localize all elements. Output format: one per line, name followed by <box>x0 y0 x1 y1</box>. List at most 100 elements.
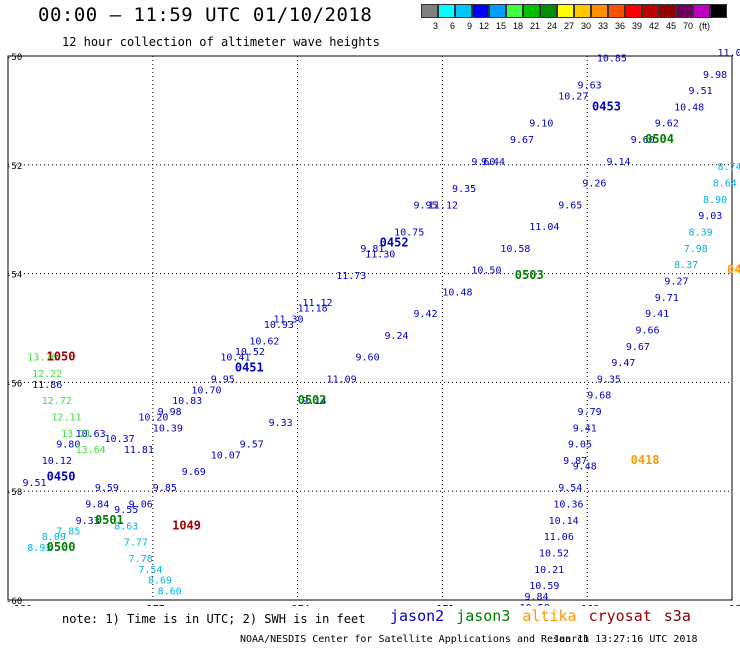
data-point-label: 10.20 <box>138 412 168 423</box>
data-point-label: 9.10 <box>529 119 553 130</box>
data-point-label: 9.65 <box>558 200 582 211</box>
data-point-label: 7.78 <box>129 554 153 565</box>
y-tick-label: -56 <box>6 379 22 389</box>
legend-swatch <box>608 4 625 18</box>
footer-timestamp: Jan 11 13:27:16 UTC 2018 <box>553 634 698 645</box>
data-point-label: 11.01 <box>718 48 740 59</box>
data-point-label: 11.73 <box>336 271 366 282</box>
data-point-label: 9.48 <box>573 461 597 472</box>
y-tick-label: -58 <box>6 488 22 498</box>
legend-swatch <box>455 4 472 18</box>
track-time-label: 1049 <box>172 518 201 532</box>
data-point-label: 9.68 <box>587 391 611 402</box>
data-point-label: 10.41 <box>220 353 250 364</box>
data-point-label: 13.21 <box>61 429 91 440</box>
data-point-label: 9.98 <box>158 407 182 418</box>
track-time-label: 0452 <box>380 235 409 249</box>
color-scale-labels: 3 6 9 12 15 18 21 24 27 30 33 36 39 42 45 70 (ft) <box>421 21 710 31</box>
x-tick-label: -180 <box>8 604 32 606</box>
legend-swatch <box>574 4 591 18</box>
legend-swatch <box>506 4 523 18</box>
data-point-label: 9.24 <box>384 331 408 342</box>
data-point-label: 10.52 <box>235 347 265 358</box>
legend-swatch <box>523 4 540 18</box>
data-point-label: 9.03 <box>698 211 722 222</box>
data-point-label: 9.35 <box>452 184 476 195</box>
data-point-label: 9.67 <box>510 135 534 146</box>
data-point-label: 7.77 <box>124 538 148 549</box>
data-point-label: 8.63 <box>114 521 138 532</box>
data-point-label: 10.07 <box>211 451 241 462</box>
legend-label: 33 <box>597 21 608 31</box>
data-point-label: 9.69 <box>182 467 206 478</box>
data-point-label: 8.39 <box>689 228 713 239</box>
legend-label: 6 <box>449 21 455 31</box>
data-point-label: 11.18 <box>298 304 328 315</box>
legend-label: 21 <box>529 21 540 31</box>
data-point-label: 9.33 <box>76 516 100 527</box>
satellite-legend-entry: s3a <box>663 607 691 625</box>
data-point-label: 8.60 <box>158 587 182 598</box>
legend-swatch <box>557 4 574 18</box>
data-point-label: 9.27 <box>664 276 688 287</box>
data-point-label: 11.06 <box>544 532 574 543</box>
track-time-label: 0500 <box>47 540 76 554</box>
data-point-label: 12.72 <box>42 396 72 407</box>
legend-label: 12 <box>478 21 489 31</box>
data-point-label: 9.60 <box>356 353 380 364</box>
data-point-label: 10.58 <box>520 603 550 606</box>
data-point-label: 10.93 <box>264 320 294 331</box>
legend-swatch <box>591 4 608 18</box>
data-point-label: 9.62 <box>655 119 679 130</box>
data-point-label: 9.80 <box>56 440 80 451</box>
legend-swatch <box>438 4 455 18</box>
data-point-label: 10.27 <box>558 92 588 103</box>
data-point-label: 9.95 <box>211 374 235 385</box>
track-time-label: 0450 <box>47 469 76 483</box>
data-point-label: 10.48 <box>442 287 472 298</box>
legend-label: 9 <box>466 21 472 31</box>
data-point-label: 9.06 <box>129 500 153 511</box>
legend-label: 70 <box>682 21 693 31</box>
legend-label: (ft) <box>699 21 710 31</box>
data-point-label: 9.84 <box>524 592 548 603</box>
data-point-label: 10.83 <box>172 396 202 407</box>
data-point-label: 12.22 <box>32 369 62 380</box>
data-point-label: 11.12 <box>428 200 458 211</box>
legend-swatch <box>625 4 642 18</box>
data-point-label: 7.54 <box>138 565 162 576</box>
data-point-label: 9.95 <box>413 200 437 211</box>
track-time-label: 0504 <box>645 132 674 146</box>
legend-swatch <box>659 4 676 18</box>
data-point-label: 8.90 <box>703 195 727 206</box>
legend-swatch <box>421 4 438 18</box>
satellite-legend-entry: jason2 <box>390 607 445 625</box>
legend-label: 27 <box>563 21 574 31</box>
legend-label: 3 <box>432 21 438 31</box>
data-point-label: 10.37 <box>105 434 135 445</box>
data-point-label: 10.36 <box>553 500 583 511</box>
data-point-label: 9.47 <box>611 358 635 369</box>
data-point-label: 9.51 <box>689 86 713 97</box>
data-point-label: 11.30 <box>273 315 303 326</box>
data-point-label: 10.50 <box>471 266 501 277</box>
track-time-label: 0501 <box>95 513 124 527</box>
data-point-label: 9.44 <box>481 157 505 168</box>
x-tick-label: -177 <box>141 604 165 606</box>
x-tick-label: -174 <box>286 604 310 606</box>
data-point-label: 13.76 <box>27 353 57 364</box>
data-point-label: 8.93 <box>27 543 51 554</box>
track-time-label: 0453 <box>592 99 621 113</box>
x-tick-label: -168 <box>575 604 599 606</box>
data-point-label: 7.85 <box>56 527 80 538</box>
data-point-label: 8.37 <box>674 260 698 271</box>
color-scale-legend <box>421 4 727 18</box>
data-point-label: 10.85 <box>597 53 627 64</box>
y-tick-label: -50 <box>6 53 22 63</box>
data-point-label: 9.81 <box>360 244 384 255</box>
legend-swatch <box>710 4 727 18</box>
legend-swatch <box>472 4 489 18</box>
wave-height-chart: -180 -177 -174 -171 -168 -16 -50 -52 -54 -56 -58 -6… <box>6 48 740 606</box>
data-point-label: 9.51 <box>22 478 46 489</box>
data-point-label: 8.74 <box>718 162 740 173</box>
